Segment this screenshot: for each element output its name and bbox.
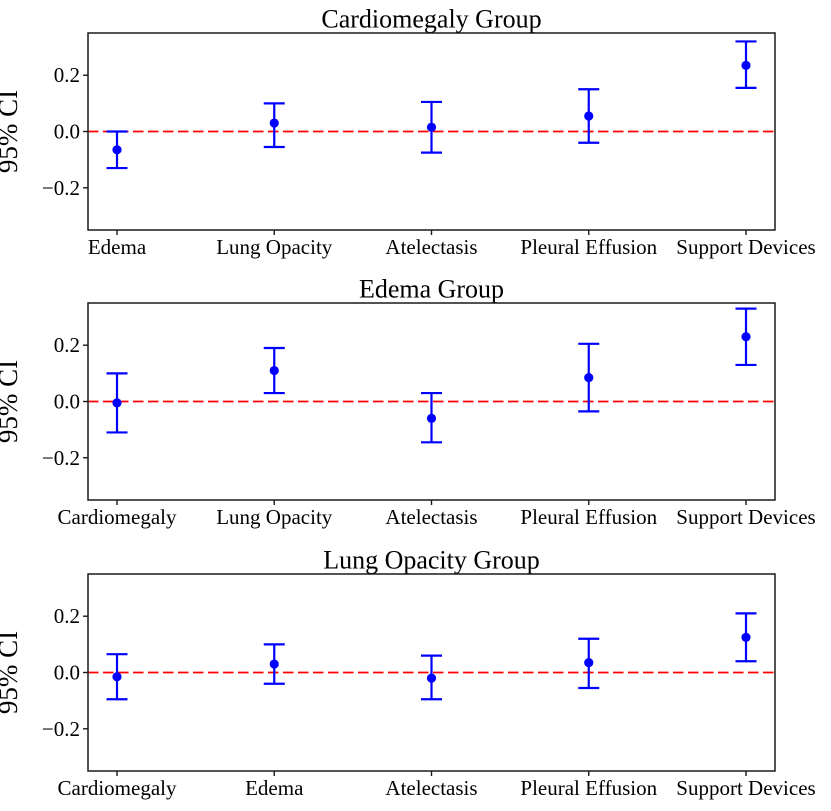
x-tick-label: Pleural Effusion	[520, 776, 657, 800]
y-axis-label: 95% CI	[0, 360, 23, 443]
y-tick-label: −0.2	[42, 176, 80, 200]
data-point	[584, 658, 594, 668]
y-axis-label: 95% CI	[0, 90, 23, 173]
x-tick-label: Support Devices	[676, 505, 815, 529]
x-tick-label: Edema	[245, 776, 304, 800]
data-point	[426, 673, 437, 683]
plot-content: −0.2 0.0 0.2 Edema Lung Opacity Atelectasis Pl…	[42, 40, 816, 259]
data-point	[426, 122, 437, 132]
x-tick-label: Lung Opacity	[216, 505, 333, 529]
plot-title: Edema Group	[359, 275, 504, 304]
y-axis-label: 95% CI	[0, 631, 23, 714]
subplot-cardiomegaly-group: Cardiomegaly Group 95% CI −0.2 0.0 0.2 Edem…	[0, 0, 831, 270]
x-tick-label: Cardiomegaly	[58, 505, 177, 529]
y-tick-label: 0.0	[54, 120, 80, 144]
data-point	[269, 365, 279, 376]
x-tick-label: Lung Opacity	[216, 235, 333, 259]
x-tick-label: Support Devices	[676, 776, 815, 800]
y-tick-label: −0.2	[42, 717, 80, 741]
x-tick-label: Atelectasis	[385, 776, 477, 800]
plot-content: −0.2 0.0 0.2 Cardiomegaly Edema Atelectasis Pl…	[42, 604, 816, 800]
y-tick-label: 0.2	[54, 604, 80, 628]
plot-border	[87, 573, 776, 772]
plot-title: Lung Opacity Group	[323, 546, 540, 575]
data-point	[584, 111, 594, 121]
data-point	[741, 60, 751, 70]
data-point	[112, 398, 122, 408]
data-point	[112, 672, 122, 682]
data-point	[112, 145, 122, 155]
subplot-lung-opacity-group: Lung Opacity Group 95% CI −0.2 0.0 0.2 Card…	[0, 540, 831, 811]
y-tick-label: 0.0	[54, 390, 80, 414]
x-tick-label: Edema	[88, 235, 147, 259]
data-point	[426, 413, 437, 423]
x-tick-label: Cardiomegaly	[58, 776, 177, 800]
x-tick-label: Support Devices	[676, 235, 815, 259]
y-tick-label: 0.2	[54, 63, 80, 87]
data-point	[584, 372, 594, 383]
plot-border	[87, 32, 776, 231]
x-tick-label: Pleural Effusion	[520, 235, 657, 259]
y-tick-label: 0.0	[54, 661, 80, 685]
x-tick-label: Atelectasis	[385, 235, 477, 259]
x-tick-label: Pleural Effusion	[520, 505, 657, 529]
y-tick-label: −0.2	[42, 446, 80, 470]
subplot-edema-group: Edema Group 95% CI −0.2 0.0 0.2 Cardiomegal…	[0, 270, 831, 540]
plot-title: Cardiomegaly Group	[321, 5, 541, 34]
plot-content: −0.2 0.0 0.2 Cardiomegaly Lung Opacity Atelec…	[42, 307, 816, 529]
data-point	[741, 632, 751, 642]
data-point	[269, 118, 279, 128]
y-tick-label: 0.2	[54, 333, 80, 357]
data-point	[741, 332, 751, 342]
plot-border	[87, 302, 776, 501]
x-tick-label: Atelectasis	[385, 505, 477, 529]
data-point	[269, 659, 279, 669]
